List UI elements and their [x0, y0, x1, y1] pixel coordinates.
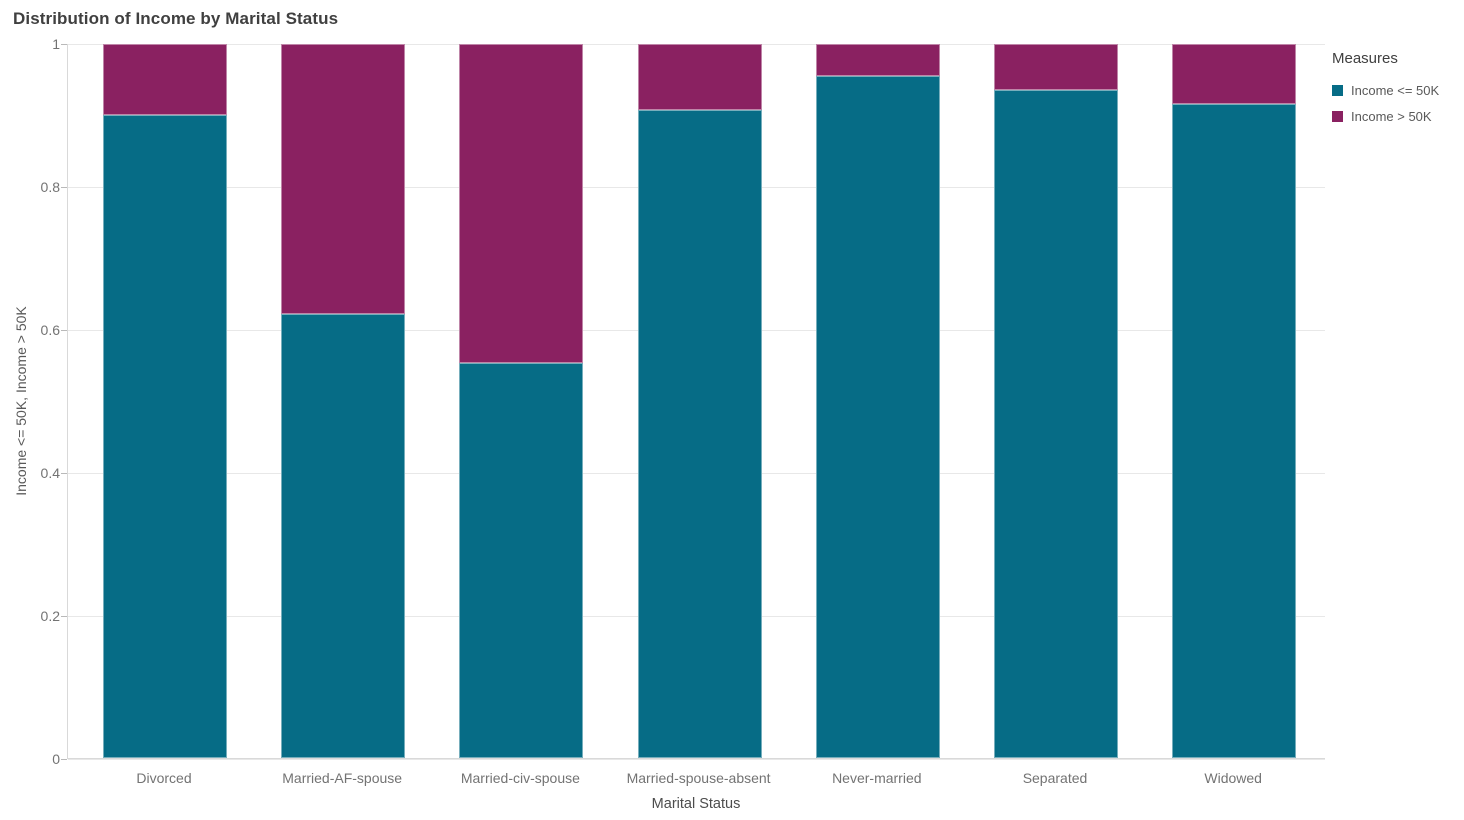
y-tick-mark: [61, 187, 67, 188]
y-tick-mark: [61, 44, 67, 45]
bar-segment-income-le-50k[interactable]: [637, 109, 762, 758]
bar-married-spouse-absent[interactable]: [637, 44, 762, 758]
y-tick-label: 0: [52, 751, 60, 767]
x-tick-label: Married-spouse-absent: [626, 770, 771, 786]
x-axis-title: Marital Status: [651, 796, 741, 812]
x-tick-label: Married-civ-spouse: [460, 770, 580, 786]
gridline: [68, 759, 1325, 760]
bar-segment-income-le-50k[interactable]: [1172, 103, 1297, 758]
bar-segment-income-le-50k[interactable]: [281, 313, 406, 758]
bar-segment-income-le-50k[interactable]: [103, 115, 227, 758]
bar-segment-income-le-50k[interactable]: [994, 89, 1118, 758]
x-tick-label: Widowed: [1204, 770, 1262, 786]
bar-segment-income-gt-50k[interactable]: [637, 44, 762, 110]
legend-title: Measures: [1332, 50, 1398, 67]
bar-segment-income-gt-50k[interactable]: [281, 44, 406, 314]
plot-area: [67, 44, 1325, 760]
bar-married-civ-spouse[interactable]: [459, 44, 584, 758]
bar-segment-income-le-50k[interactable]: [815, 76, 940, 758]
chart-title: Distribution of Income by Marital Status: [13, 9, 339, 28]
bar-segment-income-gt-50k[interactable]: [815, 44, 940, 77]
bar-segment-income-gt-50k[interactable]: [1172, 44, 1297, 104]
bar-divorced[interactable]: [103, 44, 227, 758]
legend-item-label: Income > 50K: [1351, 109, 1432, 124]
legend-item[interactable]: Income > 50K: [1332, 109, 1462, 124]
x-tick-label: Never-married: [832, 770, 922, 786]
x-tick-label: Married-AF-spouse: [282, 770, 403, 786]
bar-widowed[interactable]: [1172, 44, 1297, 758]
legend-swatch-icon: [1332, 85, 1343, 96]
bar-segment-income-gt-50k[interactable]: [103, 44, 227, 116]
y-tick-mark: [61, 473, 67, 474]
bar-separated[interactable]: [994, 44, 1118, 758]
bar-segment-income-gt-50k[interactable]: [459, 44, 584, 364]
y-tick-label: 0.6: [40, 322, 60, 338]
y-tick-label: 0.4: [40, 465, 60, 481]
bar-married-af-spouse[interactable]: [281, 44, 406, 758]
y-tick-mark: [61, 616, 67, 617]
legend-swatch-icon: [1332, 111, 1343, 122]
y-tick-mark: [61, 759, 67, 760]
legend-items: Income <= 50K Income > 50K: [1332, 83, 1462, 124]
bar-segment-income-gt-50k[interactable]: [994, 44, 1118, 90]
x-tick-label: Separated: [1022, 770, 1088, 786]
y-tick-mark: [61, 330, 67, 331]
legend-item[interactable]: Income <= 50K: [1332, 83, 1462, 98]
bar-segment-income-le-50k[interactable]: [459, 363, 584, 758]
bar-never-married[interactable]: [815, 44, 940, 758]
y-tick-label: 0.8: [40, 179, 60, 195]
y-tick-label: 1: [52, 36, 60, 52]
y-tick-label: 0.2: [40, 608, 60, 624]
legend-item-label: Income <= 50K: [1351, 83, 1440, 98]
x-tick-label: Divorced: [136, 770, 192, 786]
y-axis-title: Income <= 50K, Income > 50K: [13, 306, 29, 496]
legend: Measures Income <= 50K Income > 50K: [1332, 50, 1462, 135]
